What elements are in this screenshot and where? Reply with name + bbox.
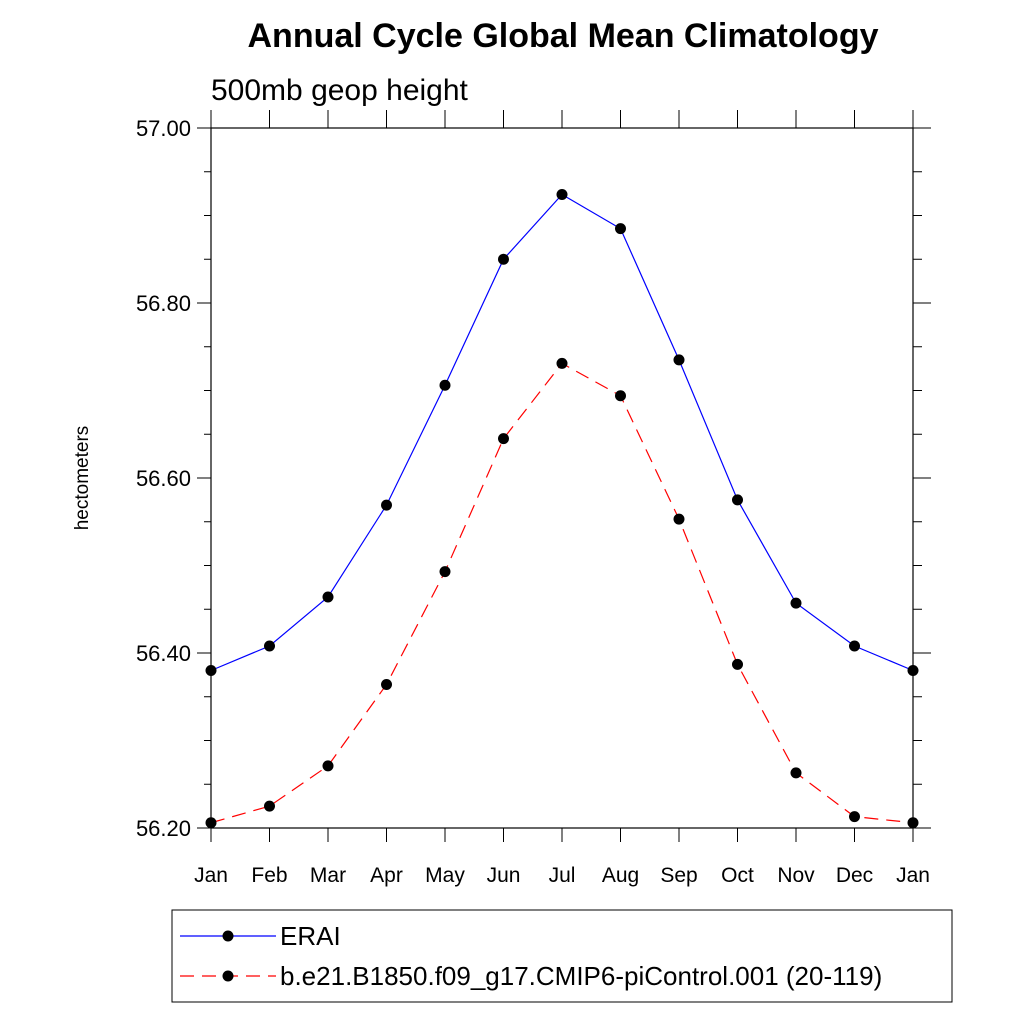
data-point — [849, 640, 860, 652]
legend-label: b.e21.B1850.f09_g17.CMIP6-piControl.001 … — [280, 961, 882, 991]
x-tick-label: Feb — [251, 864, 287, 887]
chart-title: Annual Cycle Global Mean Climatology — [248, 17, 879, 55]
x-tick-label: Apr — [370, 864, 403, 887]
data-point — [205, 665, 217, 676]
data-point — [498, 253, 509, 265]
x-tick-label: Jan — [896, 864, 930, 887]
plot-frame — [210, 127, 914, 829]
y-tick-label: 57.00 — [136, 116, 191, 141]
data-point — [615, 390, 626, 402]
y-axis-label: hectometers — [72, 426, 93, 531]
x-tick-label: Nov — [777, 864, 815, 887]
data-point — [322, 591, 334, 603]
legend-marker — [222, 970, 234, 982]
data-point — [673, 354, 685, 366]
x-tick-label: Dec — [836, 864, 873, 887]
data-point — [907, 817, 919, 829]
legend-label: ERAI — [280, 921, 341, 951]
y-tick-label: 56.20 — [136, 816, 191, 841]
x-tick-label: May — [425, 864, 465, 887]
data-point — [907, 665, 919, 676]
legend-marker — [222, 930, 234, 942]
x-tick-label: Sep — [660, 864, 697, 887]
legend: ERAI b.e21.B1850.f09_g17.CMIP6-piControl.… — [171, 909, 953, 1003]
data-point — [673, 513, 685, 525]
data-point — [322, 760, 334, 772]
data-point — [732, 658, 743, 670]
data-point — [849, 811, 860, 823]
data-point — [732, 494, 743, 506]
data-point — [264, 800, 275, 812]
data-point — [790, 597, 802, 609]
data-point — [205, 817, 217, 829]
series — [205, 189, 919, 829]
x-tick-label: Oct — [721, 864, 754, 887]
x-tick-label: Jun — [487, 864, 521, 887]
data-point — [264, 640, 275, 652]
ticks: 56.20 56.40 56.60 56.80 57.00 Jan Feb Mar Apr May… — [136, 110, 931, 887]
series-line-1 — [210, 362, 914, 824]
x-tick-label: Aug — [602, 864, 639, 887]
data-point — [615, 223, 626, 235]
x-tick-label: Jul — [549, 864, 576, 887]
chart-subtitle: 500mb geop height — [211, 74, 469, 107]
series-line-0 — [210, 193, 914, 672]
data-point — [790, 767, 802, 779]
legend-box — [171, 909, 953, 1003]
data-point — [556, 189, 568, 200]
y-tick-label: 56.60 — [136, 466, 191, 491]
data-point — [498, 433, 509, 445]
x-tick-label: Mar — [310, 864, 346, 887]
data-point — [381, 679, 392, 690]
y-tick-label: 56.80 — [136, 291, 191, 316]
data-point — [439, 566, 451, 578]
y-tick-label: 56.40 — [136, 641, 191, 666]
data-point — [381, 499, 392, 511]
x-tick-label: Jan — [194, 864, 228, 887]
data-point — [439, 379, 451, 391]
data-point — [556, 357, 568, 369]
